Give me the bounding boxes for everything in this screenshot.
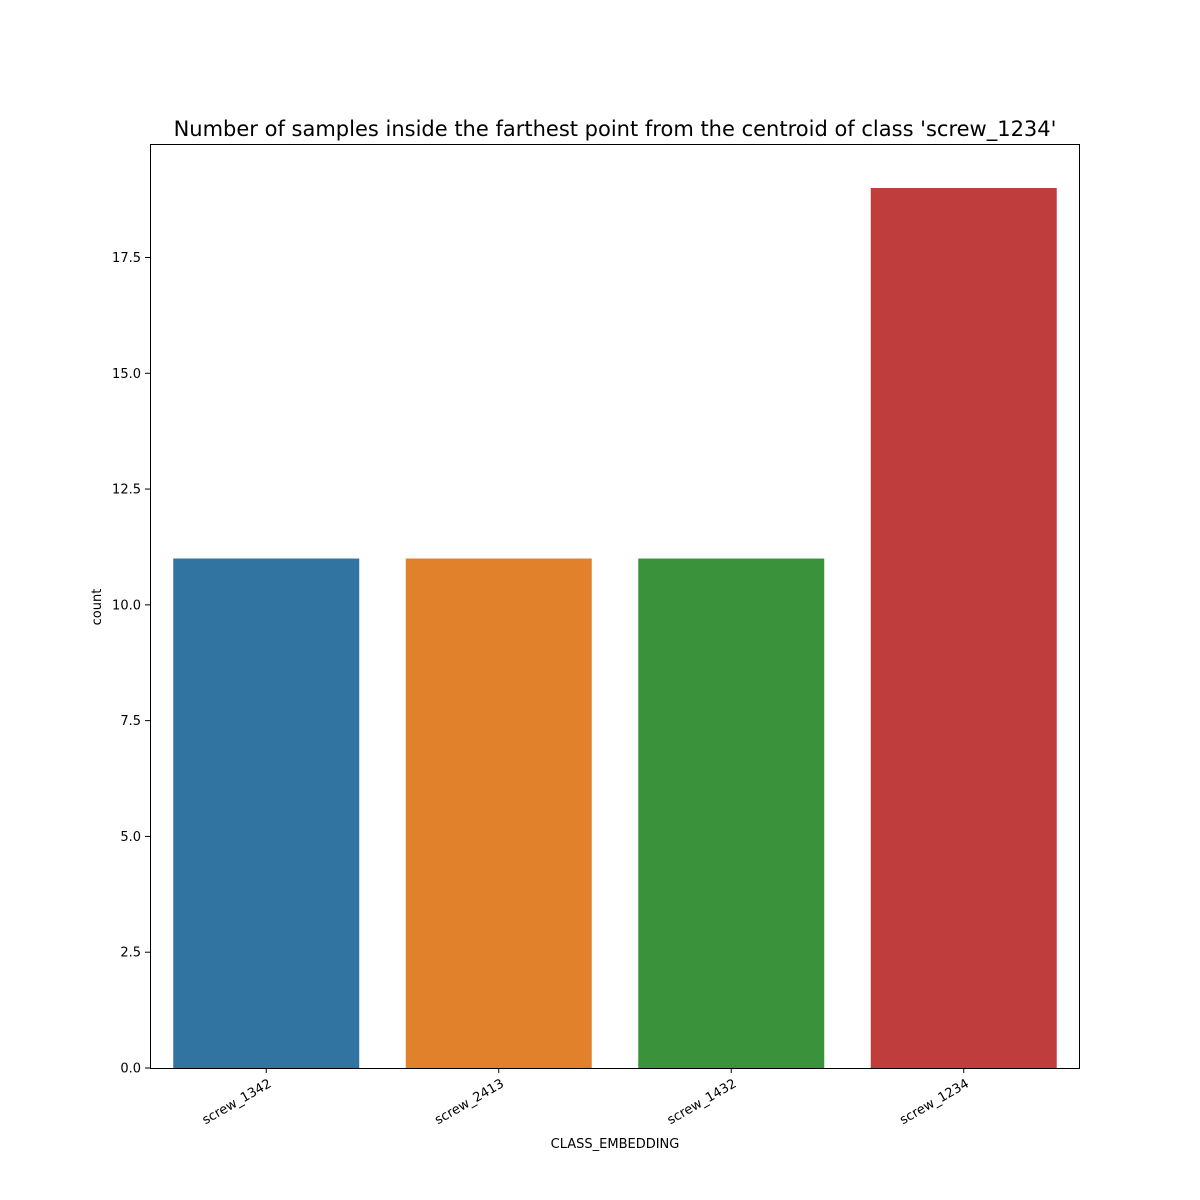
bar-screw_1432 (638, 558, 825, 1068)
y-tick-label: 17.5 (112, 251, 141, 266)
y-tick-label: 0.0 (120, 1062, 141, 1077)
x-tick-label: screw_2413 (432, 1076, 506, 1128)
y-axis-label: count (90, 589, 105, 626)
bar-screw_2413 (405, 558, 592, 1068)
bars-group (173, 188, 1057, 1068)
y-tick-label: 5.0 (120, 830, 141, 845)
y-tick-label: 2.5 (120, 946, 141, 961)
y-tick-label: 7.5 (120, 714, 141, 729)
bar-screw_1342 (173, 558, 360, 1068)
y-tick-label: 12.5 (112, 483, 141, 498)
x-tick-label: screw_1234 (897, 1076, 971, 1128)
x-axis-label: CLASS_EMBEDDING (551, 1137, 680, 1152)
bar-screw_1234 (870, 188, 1057, 1068)
y-axis-ticks: 0.0 2.5 5.0 7.5 10.0 12.5 15.0 17.5 (112, 251, 150, 1077)
x-axis-ticks: screw_1342 screw_2413 screw_1432 screw_1234 (200, 1068, 972, 1128)
plot-frame (150, 144, 1080, 1069)
y-tick-label: 10.0 (112, 598, 141, 613)
chart-title: Number of samples inside the farthest po… (174, 117, 1057, 142)
y-tick-label: 15.0 (112, 367, 141, 382)
x-tick-label: screw_1342 (200, 1076, 274, 1128)
x-tick-label: screw_1432 (665, 1076, 739, 1128)
